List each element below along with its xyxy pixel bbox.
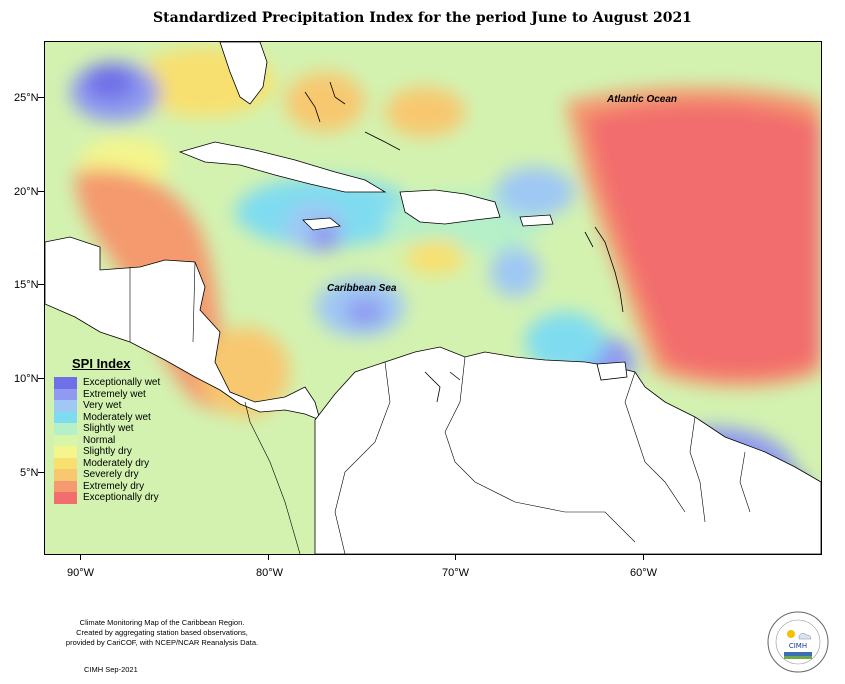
legend-swatch [54, 492, 77, 504]
spi-map: Atlantic Ocean Caribbean Sea [44, 41, 822, 555]
sun-icon [787, 630, 795, 638]
legend-item: Slightly dry [54, 446, 174, 458]
legend-item: Exceptionally wet [54, 377, 174, 389]
tick [38, 97, 44, 98]
legend-item: Exceptionally dry [54, 492, 174, 504]
legend-item: Normal [54, 434, 174, 446]
atlantic-ocean-label: Atlantic Ocean [607, 94, 678, 105]
legend-label: Severely dry [83, 469, 139, 480]
caribbean-sea-label: Caribbean Sea [327, 283, 397, 294]
legend-label: Extremely wet [83, 388, 146, 400]
legend-rows: Exceptionally wet Extremely wet Very wet Mo… [54, 377, 174, 504]
legend-swatch [54, 434, 77, 446]
legend-label: Exceptionally wet [83, 377, 161, 388]
tick [643, 554, 644, 560]
legend-item: Very wet [54, 400, 174, 412]
legend-swatch [54, 411, 77, 423]
credits-line-1: Climate Monitoring Map of the Caribbean … [79, 618, 245, 627]
legend-swatch [54, 469, 77, 481]
logo-text: CIMH [789, 642, 807, 650]
lon-label-80w: 80°W [256, 567, 284, 579]
cimh-logo: CIMH [767, 611, 829, 673]
tick [455, 554, 456, 560]
legend-swatch [54, 480, 77, 492]
legend-label: Very wet [83, 400, 122, 411]
legend-label: Moderately wet [83, 411, 151, 423]
legend-label: Normal [83, 434, 116, 446]
cloud-icon [798, 633, 812, 640]
spi-legend: SPI Index Exceptionally wet Extremely wet… [54, 356, 174, 504]
tick [80, 554, 81, 560]
lon-label-90w: 90°W [67, 567, 95, 579]
legend-item: Moderately dry [54, 457, 174, 469]
legend-label: Moderately dry [83, 457, 150, 469]
legend-label: Slightly dry [83, 446, 132, 457]
credits: Climate Monitoring Map of the Caribbean … [32, 618, 292, 648]
tick [38, 284, 44, 285]
credits-date: CIMH Sep-2021 [84, 665, 138, 674]
legend-swatch [54, 423, 77, 435]
legend-swatch [54, 400, 77, 412]
lat-label-20n: 20°N [14, 186, 39, 198]
lat-label-10n: 10°N [14, 373, 39, 385]
tick [38, 378, 44, 379]
lat-label-15n: 15°N [14, 279, 39, 291]
legend-swatch [54, 388, 77, 400]
credits-line-3: provided by CariCOF, with NCEP/NCAR Rean… [65, 638, 259, 647]
tick [268, 554, 269, 560]
legend-swatch [54, 446, 77, 458]
map-title: Standardized Precipitation Index for the… [153, 10, 692, 26]
tick [38, 472, 44, 473]
legend-label: Slightly wet [83, 423, 134, 434]
legend-item: Moderately wet [54, 411, 174, 423]
legend-item: Slightly wet [54, 423, 174, 435]
lon-label-70w: 70°W [442, 567, 470, 579]
lat-label-5n: 5°N [20, 467, 39, 479]
legend-label: Exceptionally dry [83, 492, 159, 503]
credits-line-2: Created by aggregating station based obs… [76, 628, 248, 637]
legend-item: Severely dry [54, 469, 174, 481]
legend-item: Extremely dry [54, 480, 174, 492]
legend-swatch [54, 377, 77, 389]
legend-label: Extremely dry [83, 480, 145, 492]
lat-label-25n: 25°N [14, 92, 39, 104]
tick [38, 191, 44, 192]
legend-title: SPI Index [72, 356, 131, 371]
legend-item: Extremely wet [54, 388, 174, 400]
spi-map-graphic [45, 42, 821, 554]
legend-swatch [54, 457, 77, 469]
lon-label-60w: 60°W [630, 567, 658, 579]
